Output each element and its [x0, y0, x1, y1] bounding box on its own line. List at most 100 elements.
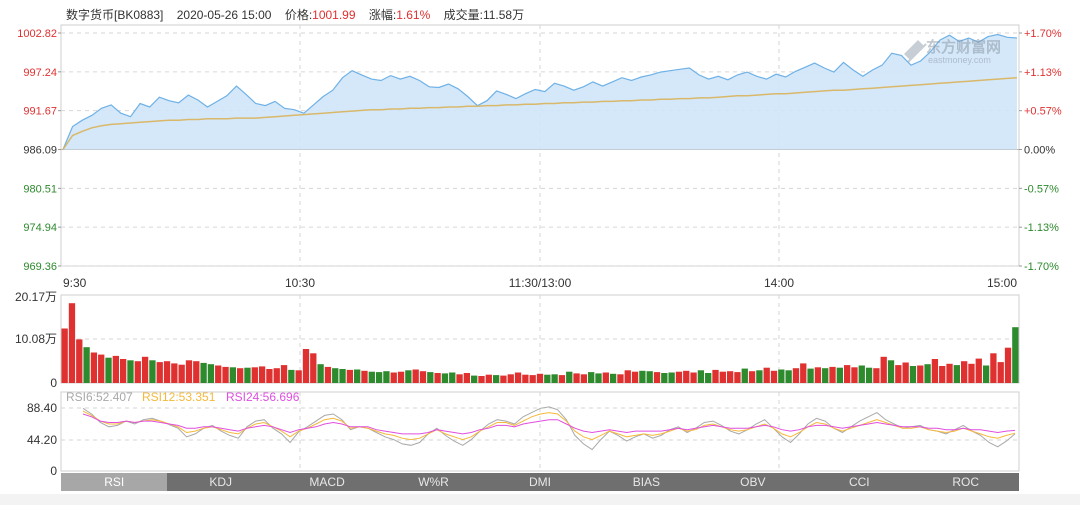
volume-bar: [105, 357, 112, 383]
rsi-tick: 44.20: [27, 433, 57, 447]
volume-bar: [734, 372, 741, 383]
price-fill: [63, 34, 1017, 150]
rsi-legend-item: RSI6:52.407: [66, 390, 133, 404]
volume-bar: [726, 371, 734, 383]
volume-bar: [858, 365, 865, 383]
volume-bar: [785, 370, 792, 383]
volume-bar: [639, 370, 646, 383]
tab-cci[interactable]: CCI: [848, 475, 870, 489]
price-tick-left: 986.09: [23, 145, 57, 157]
volume-bar: [383, 371, 390, 383]
volume-bar: [580, 374, 588, 383]
tab-rsi[interactable]: RSI: [61, 473, 168, 491]
tab-macd[interactable]: MACD: [309, 475, 345, 489]
price-field: 价格:1001.99: [285, 8, 356, 22]
volume-bar: [814, 367, 822, 383]
volume-bar: [310, 353, 317, 383]
volume-bar: [536, 373, 544, 383]
volume-bar: [646, 371, 653, 383]
volume-bar: [800, 363, 807, 383]
volume-bar: [193, 361, 200, 383]
volume-bar: [397, 371, 405, 383]
percent-tick-right: +1.13%: [1024, 67, 1062, 79]
quote-header: 数字货币[BK0883] 2020-05-26 15:00 价格:1001.99…: [66, 6, 534, 23]
volume-bar: [975, 358, 982, 383]
volume-bar: [843, 365, 851, 383]
volume-bar: [756, 370, 763, 383]
volume-bar: [68, 303, 76, 383]
volume-bar: [390, 372, 397, 383]
volume-bar: [763, 367, 770, 383]
volume-bar: [624, 370, 631, 383]
time-tick: 15:00: [987, 276, 1017, 290]
price-value: 1001.99: [312, 8, 356, 22]
time-tick: 9:30: [63, 276, 87, 290]
percent-tick-right: +0.57%: [1024, 106, 1062, 118]
volume-bar: [522, 374, 529, 383]
volume-bar: [258, 366, 266, 383]
change-value: 1.61%: [396, 8, 431, 22]
volume-bar: [778, 369, 785, 383]
volume-bar: [222, 366, 229, 383]
volume-bar: [690, 372, 697, 383]
percent-tick-right: +1.70%: [1024, 28, 1062, 40]
volume-bar: [156, 362, 163, 383]
volume-bar: [207, 364, 215, 383]
intraday-chart[interactable]: 1002.82 997.24 991.67 986.09 980.51 974.94 969…: [0, 0, 1080, 492]
volume-value: 11.58万: [482, 8, 525, 22]
tab-kdj[interactable]: KDJ: [209, 475, 232, 489]
volume-bar: [324, 366, 332, 383]
tab-bias[interactable]: BIAS: [632, 475, 661, 489]
volume-bar: [939, 366, 946, 383]
volume-bar: [98, 354, 105, 383]
price-tick-left: 1002.82: [17, 28, 57, 40]
volume-bar: [266, 369, 273, 383]
volume-bar: [1004, 347, 1012, 383]
volume-bar: [836, 367, 843, 383]
price-axis-left: 1002.82 997.24 991.67 986.09 980.51 974.94 969…: [17, 28, 61, 273]
volume-label: 成交量:: [443, 8, 483, 22]
volume-bar: [558, 375, 566, 383]
footer-bar: [0, 494, 1080, 505]
volume-bar: [683, 370, 690, 383]
quote-datetime: 2020-05-26 15:00: [176, 8, 272, 22]
volume-bar: [946, 363, 953, 383]
volume-bar: [61, 328, 68, 383]
price-label: 价格:: [284, 8, 313, 22]
watermark-cn: 东方财富网: [926, 38, 1001, 56]
volume-bar: [953, 365, 960, 383]
tab-dmi[interactable]: DMI: [528, 475, 551, 489]
volume-bar: [375, 372, 383, 383]
volume-bar: [120, 359, 127, 383]
volume-bar: [661, 373, 668, 383]
tab-obv[interactable]: OBV: [740, 475, 766, 489]
volume-bar: [244, 367, 251, 383]
volume-bar: [163, 361, 171, 383]
volume-bar: [807, 368, 814, 383]
volume-bar: [456, 374, 463, 383]
volume-bar: [653, 372, 661, 383]
rsi-lines: [82, 406, 1016, 451]
volume-bar: [902, 362, 909, 383]
volume-tick: 20.17万: [15, 290, 57, 304]
tab-wr[interactable]: W%R: [418, 475, 449, 489]
rsi-legend-item: RSI24:56.696: [226, 390, 300, 404]
price-axis-right: +1.70% +1.13% +0.57% 0.00% -0.57% -1.13% -1.70…: [1019, 28, 1062, 273]
volume-bar: [141, 356, 149, 383]
volume-bar: [83, 347, 90, 383]
volume-bar: [251, 367, 258, 383]
rsi-tick: 88.40: [27, 401, 57, 415]
tab-roc[interactable]: ROC: [952, 475, 980, 489]
volume-bar: [485, 374, 492, 383]
volume-bar: [880, 356, 887, 383]
volume-bar: [917, 365, 924, 383]
volume-bar: [617, 374, 624, 383]
rsi24-line: [82, 413, 1016, 435]
volume-bar: [273, 368, 280, 383]
volume-bar: [185, 360, 193, 383]
watermark: 东方财富网 eastmoney.com: [904, 38, 1001, 65]
volume-bar: [719, 371, 726, 383]
volume-bar: [317, 364, 324, 383]
volume-bar: [873, 368, 880, 383]
volume-bar: [127, 360, 134, 383]
